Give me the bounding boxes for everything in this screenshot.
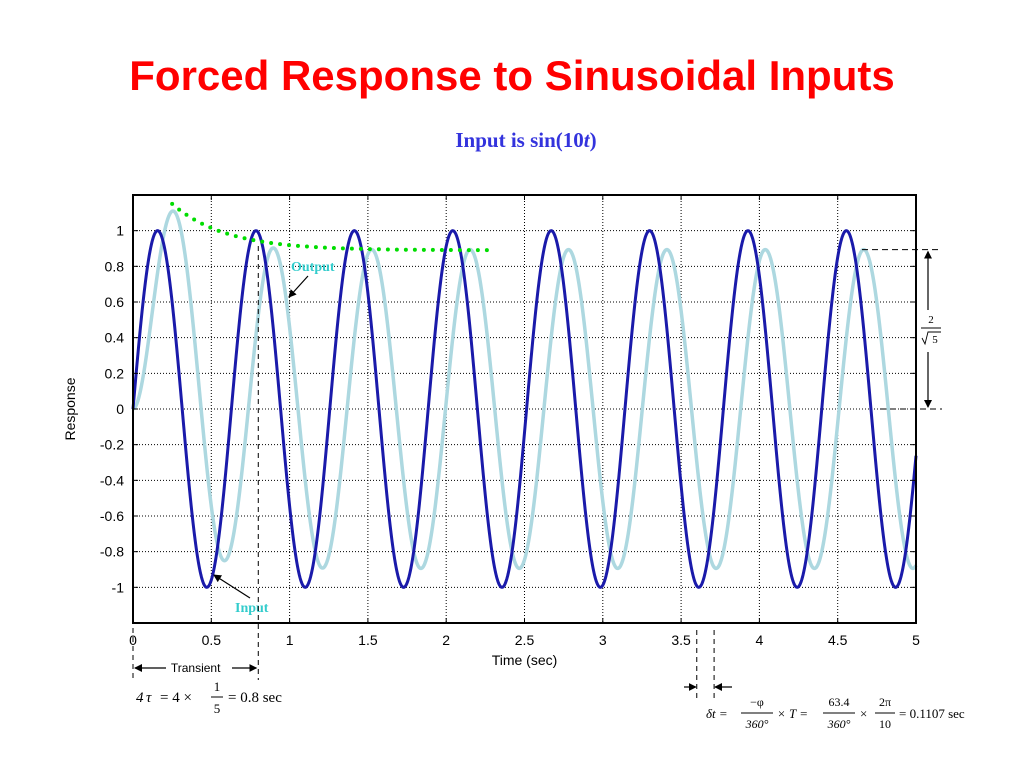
- formula-delay-mid: × T =: [777, 706, 808, 721]
- y-tick-label: 0.8: [105, 258, 125, 274]
- formula-transient: 4 τ = 4 ×: [136, 690, 192, 706]
- formula-delay-f2-den: 360°: [827, 717, 851, 731]
- x-tick-label: 4: [756, 632, 764, 648]
- formula-delay-times: ×: [860, 706, 867, 721]
- y-tick-label: 0.4: [105, 330, 125, 346]
- x-tick-label: 2: [442, 632, 450, 648]
- input-arrow: [213, 574, 251, 599]
- annotations: Output Input Transient 2 5: [132, 246, 942, 702]
- amplitude-fraction-num: 2: [928, 314, 934, 326]
- amplitude-fraction-den: 5: [932, 334, 938, 346]
- output-label: Output: [291, 260, 335, 275]
- output-arrow: [288, 275, 309, 298]
- x-tick-label: 2.5: [515, 632, 535, 648]
- formula-delay-lhs: δt =: [706, 706, 728, 721]
- series: [131, 201, 918, 589]
- formula-delay-result: = 0.1107 sec: [899, 706, 965, 721]
- subtitle-prefix: Input is sin(10: [455, 128, 584, 152]
- y-tick-label: -0.8: [100, 544, 124, 560]
- formula-delay-f3-den: 10: [879, 717, 891, 731]
- y-tick-label: -1: [112, 579, 125, 595]
- subtitle-variable: t: [583, 128, 590, 152]
- sqrt-icon: [921, 331, 941, 346]
- formula-transient-tau: τ: [146, 690, 152, 706]
- x-tick-label: 5: [912, 632, 920, 648]
- x-tick-label: 3: [599, 632, 607, 648]
- x-tick-label: 1.5: [358, 632, 378, 648]
- formula-delay-f3-num: 2π: [879, 695, 891, 709]
- axis-ticks: 00.511.522.533.544.5510.80.60.40.20-0.2-…: [100, 195, 920, 648]
- slide-title: Forced Response to Sinusoidal Inputs: [129, 52, 895, 99]
- y-tick-label: 1: [116, 223, 124, 239]
- x-tick-label: 0.5: [202, 632, 222, 648]
- envelope-dotted-line: [170, 201, 496, 253]
- formula-transient-result: = 0.8 sec: [228, 690, 282, 706]
- x-tick-label: 1: [286, 632, 294, 648]
- y-tick-label: -0.6: [100, 508, 124, 524]
- y-tick-label: -0.4: [100, 472, 124, 488]
- y-tick-label: 0.2: [105, 365, 125, 381]
- x-tick-label: 3.5: [671, 632, 691, 648]
- subtitle-suffix: ): [589, 128, 597, 152]
- formula-transient-eq1: = 4 ×: [160, 690, 192, 706]
- formula-delay-f1-num: −φ: [750, 695, 764, 709]
- y-tick-label: 0: [116, 401, 124, 417]
- y-tick-label: 0.6: [105, 294, 125, 310]
- formula-transient-num: 1: [214, 679, 221, 694]
- formula-transient-den: 5: [214, 701, 221, 716]
- input-series-line: [131, 229, 918, 589]
- slide-subtitle: Input is sin(10t): [0, 128, 1024, 153]
- input-label: Input: [235, 601, 269, 616]
- y-axis-label: Response: [62, 377, 78, 440]
- transient-label: Transient: [171, 661, 221, 675]
- x-axis-label: Time (sec): [492, 652, 558, 668]
- x-tick-label: 4.5: [828, 632, 848, 648]
- formula-delay-f2-num: 63.4: [829, 695, 850, 709]
- y-tick-label: -0.2: [100, 437, 124, 453]
- formula-transient-coef: 4: [136, 690, 144, 706]
- formula-delay-f1-den: 360°: [745, 717, 769, 731]
- output-series-line: [131, 209, 918, 571]
